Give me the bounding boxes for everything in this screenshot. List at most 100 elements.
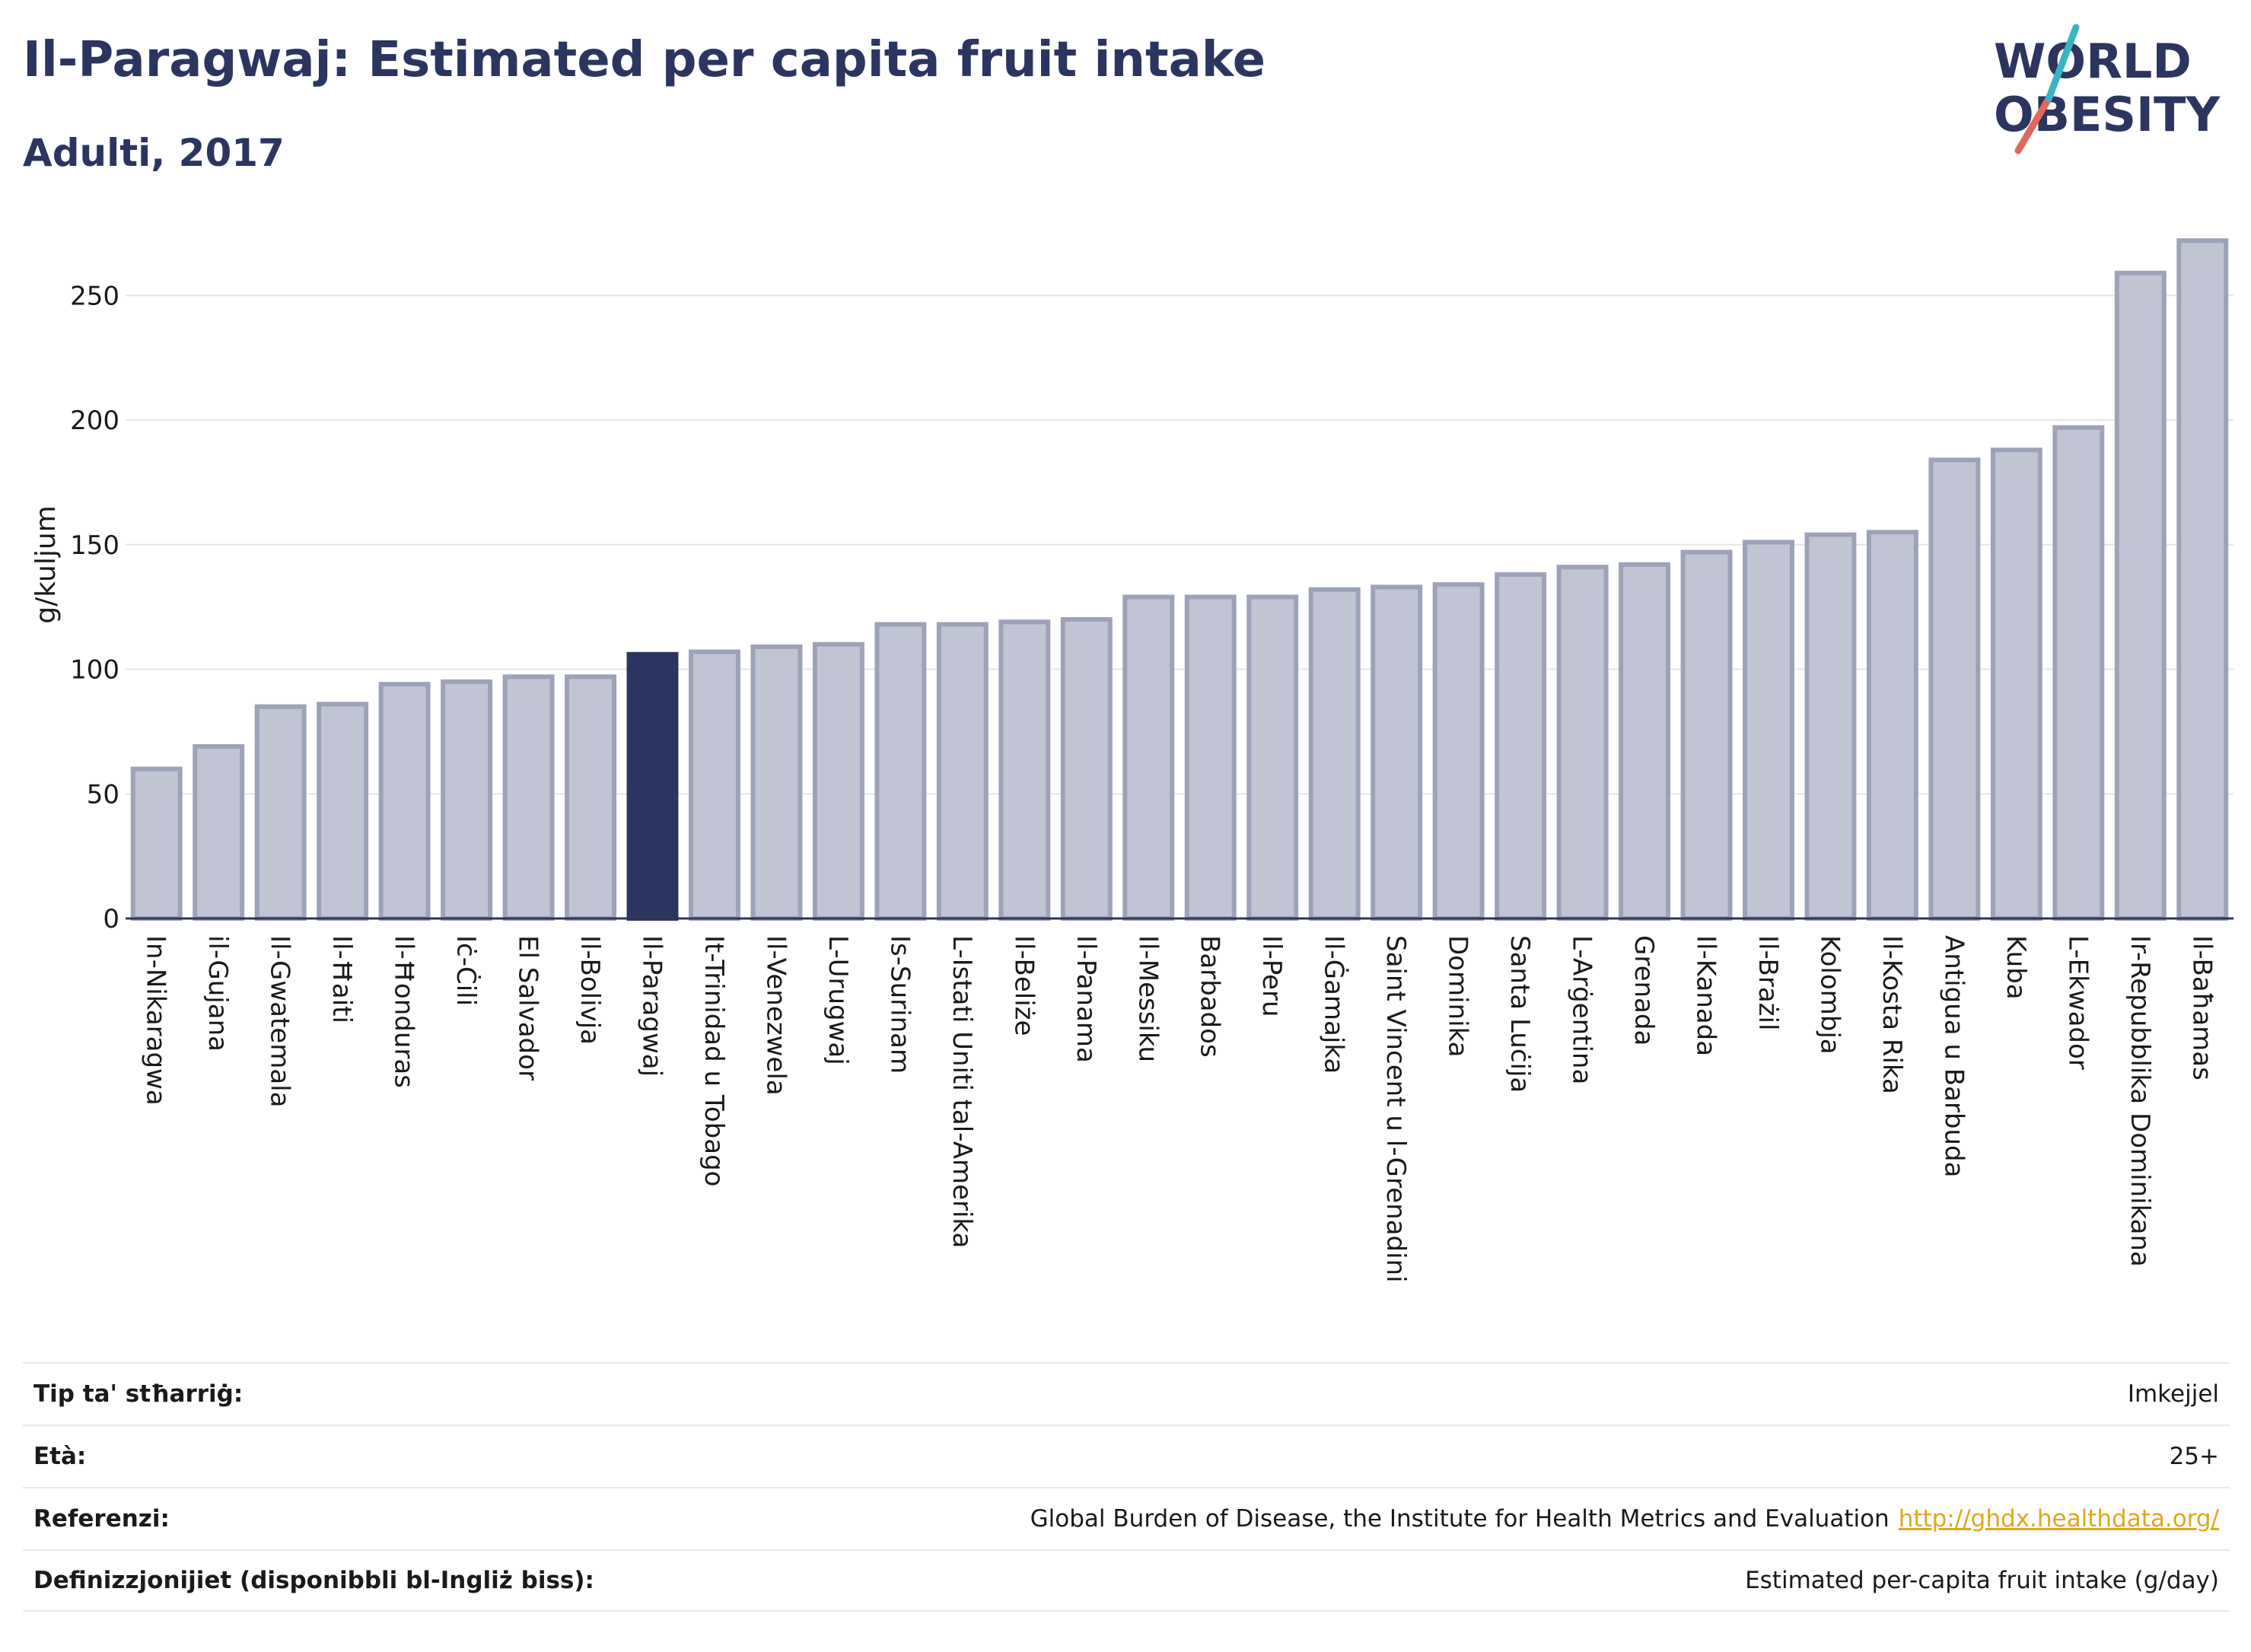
bars: [130, 238, 2229, 921]
x-tick-label: Saint Vincent u l-Grenadini: [1380, 935, 1411, 1283]
info-value: Global Burden of Disease, the Institute …: [1030, 1505, 1890, 1533]
bar: [1495, 572, 1547, 921]
info-table: Tip ta' stħarriġ: Imkejjel Età: 25+ Refe…: [23, 1362, 2230, 1612]
bar: [565, 674, 616, 921]
reference-link[interactable]: http://ghdx.healthdata.org/: [1898, 1505, 2219, 1533]
x-tick-label: Il-Gwatemala: [265, 935, 295, 1107]
bar: [1371, 584, 1423, 921]
y-tick-label: 150: [70, 530, 119, 561]
bar: [936, 622, 989, 921]
y-tick-label: 250: [70, 281, 119, 311]
bar: [750, 645, 803, 921]
x-tick-label: Il-Venezwela: [760, 935, 791, 1096]
bar: [2114, 270, 2167, 921]
bar: [1928, 457, 1981, 921]
x-tick-label: Grenada: [1629, 935, 1659, 1046]
x-tick-label: L-Urugwaj: [823, 935, 853, 1065]
x-tick-label: Il-Beliże: [1008, 935, 1039, 1036]
bar: [254, 704, 307, 921]
x-tick-label: In-Nikaragwa: [141, 935, 171, 1106]
bar: [193, 744, 245, 921]
bar: [1680, 549, 1733, 921]
x-tick-label: Dominika: [1443, 935, 1473, 1057]
x-tick-label: il-Gujana: [202, 935, 233, 1052]
x-tick-label: Santa Luċija: [1504, 935, 1535, 1093]
x-tick-label: Il-Ħaiti: [326, 935, 357, 1023]
x-tick-label: Kuba: [2001, 935, 2031, 1000]
info-row-age: Età: 25+: [23, 1424, 2230, 1487]
x-tick-label: Iċ-Ċili: [451, 935, 482, 1006]
x-tick-label: It-Trinidad u Tobago: [699, 935, 729, 1186]
x-tick-label: Il-Bolivja: [575, 935, 605, 1045]
bar: [441, 679, 493, 921]
x-tick-label: L-Ekwador: [2062, 935, 2093, 1070]
info-row-definitions: Definizzjonijiet (disponibbli bl-Ingliż …: [23, 1549, 2230, 1612]
y-axis-label: g/kuljum: [30, 505, 62, 623]
y-tick-label: 0: [103, 904, 119, 934]
info-value: Estimated per-capita fruit intake (g/day…: [1745, 1567, 2219, 1594]
info-value: Imkejjel: [2127, 1380, 2219, 1408]
info-value-wrap: Global Burden of Disease, the Institute …: [1030, 1505, 2219, 1533]
y-tick-label: 100: [70, 655, 119, 686]
bar: [1246, 594, 1299, 921]
x-tick-label: Il-Kanada: [1691, 935, 1721, 1056]
x-axis-labels: In-Nikaragwa il-Gujana Il-Gwatemala Il-Ħait…: [141, 935, 2218, 1283]
info-label: Tip ta' stħarriġ:: [33, 1380, 244, 1408]
bar: [874, 622, 927, 921]
bar: [502, 674, 555, 921]
x-tick-label: L-Istati Uniti tal-Amerika: [947, 935, 977, 1248]
logo-slash-red: [2014, 95, 2052, 154]
x-tick-label: Il-Ġamajka: [1319, 935, 1350, 1074]
info-value: 25+: [2169, 1443, 2219, 1470]
x-tick-label: Il-Peru: [1256, 935, 1287, 1017]
logo-slash-teal: [2045, 24, 2080, 103]
info-label: Definizzjonijiet (disponibbli bl-Ingliż …: [33, 1567, 594, 1594]
x-tick-label: Kolombja: [1814, 935, 1845, 1055]
bar: [1804, 532, 1857, 921]
bar: [1743, 540, 1794, 921]
x-tick-label: Il-Baħamas: [2186, 935, 2217, 1081]
bar: [1866, 530, 1918, 921]
bar-highlighted: [626, 651, 679, 921]
x-tick-label: Ir-Repubblika Dominikana: [2125, 935, 2155, 1267]
x-tick-label: Il-Paragwaj: [637, 935, 667, 1077]
bar: [1308, 587, 1361, 921]
bar: [1184, 594, 1237, 921]
x-tick-label: Il-Brażil: [1753, 935, 1783, 1030]
y-tick-label: 50: [87, 779, 119, 810]
bar: [1556, 565, 1609, 921]
bar: [317, 702, 369, 921]
x-tick-label: Antigua u Barbuda: [1938, 935, 1969, 1177]
logo-line1: WORLD: [1994, 33, 2192, 89]
x-tick-label: Il-Kosta Rika: [1877, 935, 1907, 1094]
x-tick-label: Barbados: [1195, 935, 1225, 1058]
bar: [812, 641, 864, 921]
bar: [2052, 425, 2105, 921]
info-row-references: Referenzi: Global Burden of Disease, the…: [23, 1487, 2230, 1549]
bar: [1122, 594, 1175, 921]
bar: [2176, 238, 2229, 921]
x-tick-label: Il-Ħonduras: [389, 935, 419, 1088]
bar-chart: 0 50 100 150 200 250 In-Nikaragwa il-Gujana Il-…: [30, 238, 2233, 1283]
info-label: Referenzi:: [33, 1505, 170, 1533]
bar: [998, 619, 1051, 921]
bar: [1990, 447, 2042, 921]
world-obesity-logo: WORLD OBESITY: [1994, 24, 2221, 154]
page-title: Il-Paragwaj: Estimated per capita fruit …: [23, 32, 1266, 88]
bar: [130, 766, 183, 921]
bar: [1060, 617, 1113, 921]
info-label: Età:: [33, 1443, 87, 1470]
bar: [689, 649, 740, 921]
bar: [378, 682, 431, 921]
x-tick-label: Il-Panama: [1071, 935, 1101, 1063]
page-subtitle: Adulti, 2017: [23, 131, 285, 175]
bar: [1432, 582, 1485, 921]
x-tick-label: Is-Surinam: [884, 935, 915, 1074]
x-tick-label: Il-Messiku: [1132, 935, 1163, 1062]
info-row-survey-type: Tip ta' stħarriġ: Imkejjel: [23, 1362, 2230, 1424]
bar: [1619, 562, 1670, 921]
y-tick-label: 200: [70, 406, 119, 436]
y-axis-ticks: 0 50 100 150 200 250: [70, 281, 119, 934]
x-tick-label: El Salvador: [513, 935, 543, 1081]
x-tick-label: L-Arġentina: [1567, 935, 1597, 1084]
